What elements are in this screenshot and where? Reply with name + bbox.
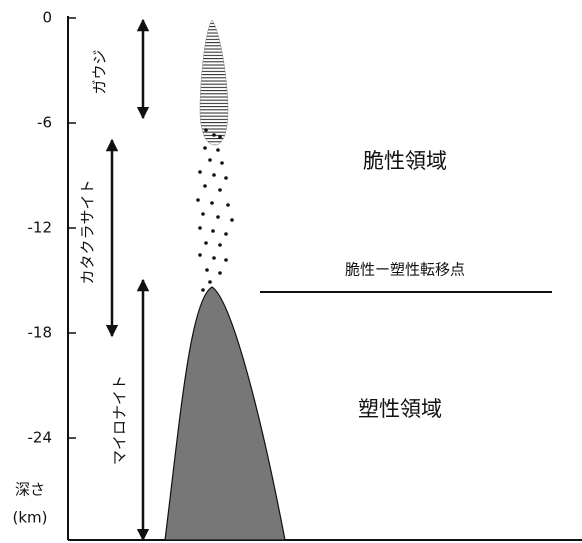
tick-label: 0 [42,9,52,27]
dot [198,226,202,230]
dot [208,158,212,162]
dot [218,135,222,139]
dot [230,218,234,222]
cataclasite-dots [196,128,234,310]
dot [218,243,222,247]
rock-label: ガウジ [91,49,109,94]
zone-label: 塑性領域 [358,397,442,421]
dot [204,241,208,245]
dot [216,148,220,152]
dot [220,161,224,165]
tick-label: -18 [28,324,53,342]
dot [212,133,216,137]
rock-label: マイロナイト [111,375,129,465]
dot [226,203,230,207]
dot [203,146,207,150]
dot [212,173,216,177]
rock-label: カタクラサイト [79,179,97,284]
zone-label: 脆性領域 [363,149,447,173]
dot [205,268,209,272]
dot [224,176,228,180]
dot [212,256,216,260]
dot [198,170,202,174]
dot [208,280,212,284]
tick-label: -6 [37,114,52,132]
mylonite-zone [164,286,286,541]
dot [216,215,220,219]
dot [218,188,222,192]
dot [224,258,228,262]
axis-unit: (km) [12,509,47,527]
dot [218,271,222,275]
dot [201,212,205,216]
zone-label: 脆性ー塑性転移点 [345,261,465,279]
tick-label: -24 [28,429,53,447]
gouge-zone [199,19,229,146]
dot [198,253,202,257]
axis-label: 深さ [15,481,45,499]
dot [204,128,208,132]
dot [196,198,200,202]
tick-label: -12 [28,219,53,237]
dot [211,229,215,233]
dot [210,201,214,205]
dot [224,232,228,236]
dot [203,184,207,188]
dot [201,288,205,292]
